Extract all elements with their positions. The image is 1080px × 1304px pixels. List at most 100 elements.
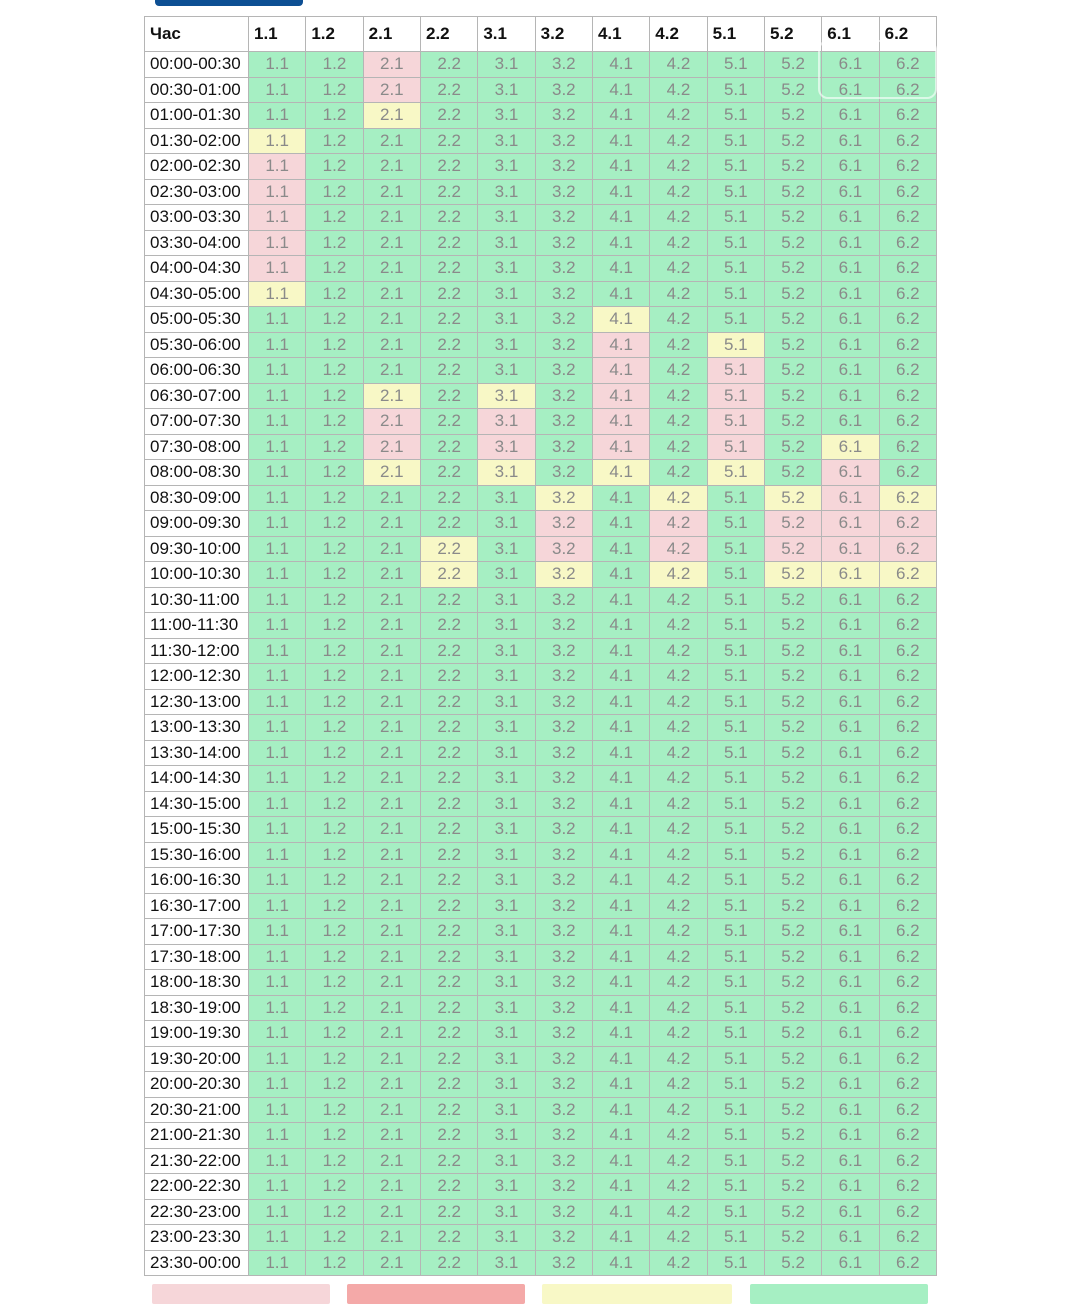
group-status-cell: 1.1: [247, 255, 307, 282]
table-row: 16:30-17:00 1.1 1.2 2.1 2.2 3.1 3.2 4.1 4.2 5.1 5.…: [144, 892, 938, 919]
legend-item: [542, 1284, 732, 1304]
group-status-cell: 4.1: [591, 102, 651, 129]
group-status-cell: 6.1: [821, 153, 880, 180]
group-status-cell: 3.1: [477, 535, 536, 562]
group-status-cell: 1.2: [305, 790, 364, 817]
group-status-cell: 6.1: [821, 280, 880, 307]
group-status-cell: 6.2: [878, 331, 938, 358]
group-status-cell: 1.1: [247, 229, 307, 256]
group-status-cell: 3.2: [534, 178, 593, 205]
group-status-cell: 2.1: [362, 637, 421, 664]
group-status-cell: 1.1: [247, 841, 307, 868]
table-row: 08:00-08:30 1.1 1.2 2.1 2.2 3.1 3.2 4.1 4.2 5.1 5.…: [144, 459, 938, 486]
group-status-cell: 5.1: [706, 51, 765, 78]
group-status-cell: 4.2: [649, 663, 708, 690]
group-status-cell: 4.1: [591, 816, 651, 843]
group-status-cell: 4.2: [649, 841, 708, 868]
group-status-cell: 2.1: [362, 1173, 421, 1200]
group-status-cell: 2.2: [419, 357, 479, 384]
group-status-cell: 1.1: [247, 1045, 307, 1072]
group-status-cell: 6.2: [878, 1045, 938, 1072]
group-status-cell: 6.2: [878, 1071, 938, 1098]
group-status-cell: 6.2: [878, 841, 938, 868]
group-status-cell: 1.1: [247, 1173, 307, 1200]
group-column-header: 6.2: [878, 16, 938, 52]
group-status-cell: 3.2: [534, 994, 593, 1021]
group-status-cell: 4.1: [591, 76, 651, 103]
group-status-cell: 5.2: [763, 1224, 823, 1251]
group-status-cell: 6.2: [878, 586, 938, 613]
group-status-cell: 1.2: [305, 255, 364, 282]
group-status-cell: 2.1: [362, 357, 421, 384]
group-status-cell: 6.2: [878, 204, 938, 231]
table-row: 10:30-11:00 1.1 1.2 2.1 2.2 3.1 3.2 4.1 4.2 5.1 5.…: [144, 586, 938, 613]
group-status-cell: 2.1: [362, 382, 421, 409]
group-status-cell: 3.1: [477, 1147, 536, 1174]
group-status-cell: 5.2: [763, 510, 823, 537]
group-status-cell: 1.1: [247, 637, 307, 664]
group-status-cell: 3.2: [534, 663, 593, 690]
group-status-cell: 3.2: [534, 1020, 593, 1047]
group-status-cell: 5.2: [763, 357, 823, 384]
group-status-cell: 3.2: [534, 867, 593, 894]
group-status-cell: 3.1: [477, 612, 536, 639]
group-status-cell: 4.1: [591, 178, 651, 205]
group-status-cell: 1.2: [305, 637, 364, 664]
group-status-cell: 5.2: [763, 127, 823, 154]
group-status-cell: 5.2: [763, 714, 823, 741]
group-status-cell: 6.2: [878, 1147, 938, 1174]
top-button[interactable]: [155, 0, 303, 6]
group-status-cell: 5.1: [706, 459, 765, 486]
group-status-cell: 3.1: [477, 586, 536, 613]
group-status-cell: 2.2: [419, 663, 479, 690]
group-status-cell: 6.1: [821, 867, 880, 894]
group-status-cell: 1.1: [247, 765, 307, 792]
group-status-cell: 1.2: [305, 561, 364, 588]
table-row: 03:00-03:30 1.1 1.2 2.1 2.2 3.1 3.2 4.1 4.2 5.1 5.…: [144, 204, 938, 231]
group-status-cell: 4.1: [591, 331, 651, 358]
group-status-cell: 5.1: [706, 918, 765, 945]
group-status-cell: 2.1: [362, 1096, 421, 1123]
group-column-header: 4.2: [649, 16, 708, 52]
group-status-cell: 6.2: [878, 663, 938, 690]
group-status-cell: 5.1: [706, 739, 765, 766]
group-status-cell: 5.2: [763, 76, 823, 103]
group-status-cell: 5.2: [763, 1249, 823, 1276]
group-status-cell: 1.1: [247, 714, 307, 741]
group-status-cell: 4.2: [649, 1224, 708, 1251]
group-status-cell: 1.2: [305, 204, 364, 231]
group-status-cell: 2.2: [419, 1096, 479, 1123]
group-status-cell: 4.1: [591, 459, 651, 486]
group-status-cell: 6.1: [821, 739, 880, 766]
group-status-cell: 5.1: [706, 408, 765, 435]
group-status-cell: 6.1: [821, 127, 880, 154]
group-status-cell: 5.1: [706, 153, 765, 180]
group-status-cell: 2.2: [419, 790, 479, 817]
group-status-cell: 3.2: [534, 1173, 593, 1200]
group-status-cell: 6.2: [878, 229, 938, 256]
group-status-cell: 1.1: [247, 306, 307, 333]
group-status-cell: 1.1: [247, 688, 307, 715]
group-status-cell: 3.1: [477, 1020, 536, 1047]
group-status-cell: 5.1: [706, 586, 765, 613]
group-status-cell: 1.1: [247, 892, 307, 919]
group-status-cell: 1.2: [305, 688, 364, 715]
table-row: 01:30-02:00 1.1 1.2 2.1 2.2 3.1 3.2 4.1 4.2 5.1 5.…: [144, 127, 938, 154]
time-slot-cell: 04:00-04:30: [144, 255, 249, 282]
group-status-cell: 5.2: [763, 561, 823, 588]
time-slot-cell: 12:30-13:00: [144, 688, 249, 715]
group-status-cell: 2.1: [362, 331, 421, 358]
group-status-cell: 6.1: [821, 561, 880, 588]
group-status-cell: 5.2: [763, 51, 823, 78]
group-status-cell: 3.1: [477, 714, 536, 741]
group-status-cell: 6.1: [821, 688, 880, 715]
time-slot-cell: 06:00-06:30: [144, 357, 249, 384]
group-status-cell: 5.1: [706, 561, 765, 588]
group-status-cell: 3.1: [477, 1096, 536, 1123]
group-status-cell: 6.1: [821, 1122, 880, 1149]
group-status-cell: 4.2: [649, 535, 708, 562]
group-status-cell: 2.2: [419, 1020, 479, 1047]
group-status-cell: 5.2: [763, 994, 823, 1021]
group-status-cell: 2.2: [419, 306, 479, 333]
group-status-cell: 6.1: [821, 1198, 880, 1225]
